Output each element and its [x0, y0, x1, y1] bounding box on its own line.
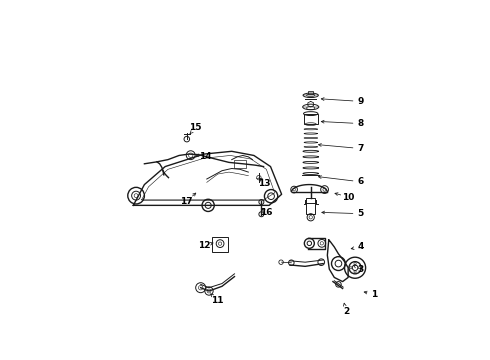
Text: 13: 13 — [258, 179, 270, 188]
Text: 5: 5 — [358, 209, 364, 218]
Text: 8: 8 — [358, 119, 364, 128]
Text: 6: 6 — [358, 177, 364, 186]
Text: 7: 7 — [357, 144, 364, 153]
Text: 15: 15 — [190, 123, 202, 132]
Text: 12: 12 — [198, 241, 210, 250]
Text: 3: 3 — [358, 265, 364, 274]
Text: 9: 9 — [357, 97, 364, 106]
Text: 17: 17 — [180, 197, 193, 206]
Text: 4: 4 — [357, 242, 364, 251]
Text: 11: 11 — [211, 296, 223, 305]
Text: 1: 1 — [371, 289, 378, 298]
Text: 10: 10 — [342, 193, 354, 202]
Text: 2: 2 — [343, 307, 349, 316]
Text: 14: 14 — [199, 152, 212, 161]
Text: 16: 16 — [260, 208, 272, 217]
